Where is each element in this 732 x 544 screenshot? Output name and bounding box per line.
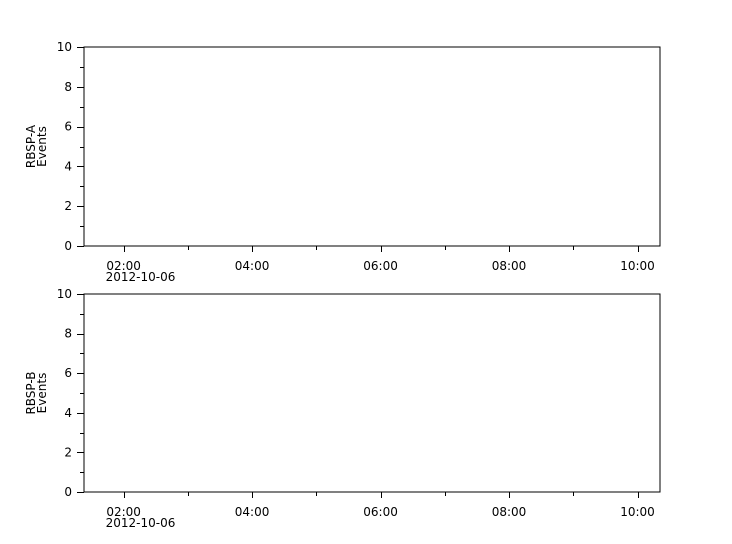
x-tick-label: 02:00 — [106, 259, 141, 273]
x-tick-label: 08:00 — [492, 259, 527, 273]
x-tick-label: 04:00 — [235, 505, 270, 519]
y-axis-label: RBSP-B — [24, 371, 38, 414]
y-tick-label: 8 — [64, 80, 72, 94]
panel-1: 0 2 4 6 8 10 02:00 04:00 06:00 08:00 10:00 2012-10-… — [24, 40, 661, 284]
y-axis-label: Events — [35, 126, 49, 167]
x-tick-label: 04:00 — [235, 259, 270, 273]
x-tick-label: 06:00 — [363, 259, 398, 273]
y-tick-label: 8 — [64, 327, 72, 341]
x-date-label: 2012-10-06 — [106, 516, 176, 530]
x-tick-label: 10:00 — [620, 505, 655, 519]
y-tick-label: 4 — [64, 406, 72, 420]
y-tick-label: 10 — [57, 40, 72, 54]
x-tick-label: 06:00 — [363, 505, 398, 519]
y-tick-label: 2 — [64, 445, 72, 459]
y-tick-label: 2 — [64, 199, 72, 213]
y-tick-label: 6 — [64, 366, 72, 380]
y-axis-label: RBSP-A — [24, 124, 38, 168]
x-tick-label: 08:00 — [492, 505, 527, 519]
x-tick-label: 10:00 — [620, 259, 655, 273]
y-tick-label: 10 — [57, 287, 72, 301]
y-tick-label: 0 — [64, 485, 72, 499]
plot-frame — [83, 46, 661, 247]
x-date-label: 2012-10-06 — [106, 270, 176, 284]
x-tick-label: 02:00 — [106, 505, 141, 519]
y-tick-label: 4 — [64, 159, 72, 173]
panel-2: 0 2 4 6 8 10 02:00 04:00 06:00 08:00 10:00 2012-10-… — [24, 287, 661, 530]
y-axis-label: Events — [35, 373, 49, 414]
y-tick-label: 0 — [64, 239, 72, 253]
y-tick-label: 6 — [64, 120, 72, 134]
plot-frame — [83, 293, 661, 493]
